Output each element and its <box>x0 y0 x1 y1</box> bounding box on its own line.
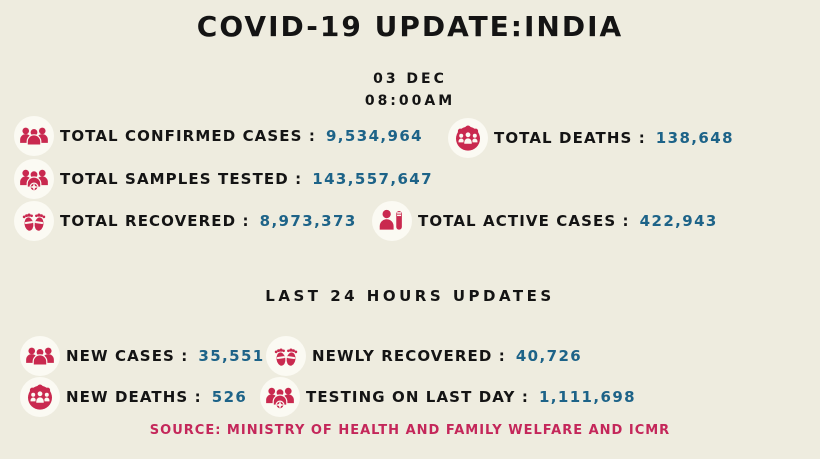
feet-icon <box>266 336 306 376</box>
stat-label: NEW DEATHS : <box>66 388 202 406</box>
stat-value: 9,534,964 <box>325 127 424 145</box>
stat-label: TOTAL CONFIRMED CASES : <box>60 127 316 145</box>
stat-label: TOTAL RECOVERED : <box>60 212 250 230</box>
stat-label: TESTING ON LAST DAY : <box>306 388 529 406</box>
stat-value: 8,973,373 <box>259 212 357 230</box>
stat-newly-recovered: NEWLY RECOVERED : 40,726 <box>266 336 582 376</box>
section-heading-last-24-hours: LAST 24 HOURS UPDATES <box>265 287 555 305</box>
stat-new-cases: NEW CASES : 35,551 <box>20 336 265 376</box>
crowd-icon <box>20 336 60 376</box>
person-testtube-icon <box>372 201 412 241</box>
stat-new-deaths: NEW DEATHS : 526 <box>20 377 247 417</box>
stat-value: 526 <box>211 388 248 406</box>
stat-value: 143,557,647 <box>312 170 433 188</box>
time-text: 08:00AM <box>364 93 456 109</box>
stat-value: 40,726 <box>515 347 583 365</box>
datetime-block: 03 DEC 08:00AM <box>0 68 820 112</box>
stat-value: 138,648 <box>655 129 734 147</box>
source-attribution: SOURCE: MINISTRY OF HEALTH AND FAMILY WE… <box>149 423 671 438</box>
stat-value: 422,943 <box>639 212 718 230</box>
stat-total-deaths: TOTAL DEATHS : 138,648 <box>448 118 734 158</box>
stat-value: 35,551 <box>198 347 265 365</box>
stat-testing-on-last-day: TESTING ON LAST DAY : 1,111,698 <box>260 377 636 417</box>
stat-label: TOTAL SAMPLES TESTED : <box>60 170 303 188</box>
stat-label: NEWLY RECOVERED : <box>312 347 506 365</box>
stat-label: NEW CASES : <box>66 347 189 365</box>
people-circle-icon <box>20 377 60 417</box>
stat-total-samples-tested: TOTAL SAMPLES TESTED : 143,557,647 <box>14 159 433 199</box>
stat-value: 1,111,698 <box>538 388 637 406</box>
people-circle-icon <box>448 118 488 158</box>
stat-total-recovered: TOTAL RECOVERED : 8,973,373 <box>14 201 357 241</box>
stat-label: TOTAL ACTIVE CASES : <box>418 212 630 230</box>
crowd-cross-icon <box>14 159 54 199</box>
page-title: COVID-19 UPDATE:INDIA <box>196 10 624 43</box>
crowd-icon <box>14 116 54 156</box>
feet-icon <box>14 201 54 241</box>
date-text: 03 DEC <box>373 71 447 87</box>
stat-label: TOTAL DEATHS : <box>494 129 646 147</box>
stat-total-active-cases: TOTAL ACTIVE CASES : 422,943 <box>372 201 718 241</box>
crowd-cross-icon <box>260 377 300 417</box>
stat-total-confirmed-cases: TOTAL CONFIRMED CASES : 9,534,964 <box>14 116 423 156</box>
